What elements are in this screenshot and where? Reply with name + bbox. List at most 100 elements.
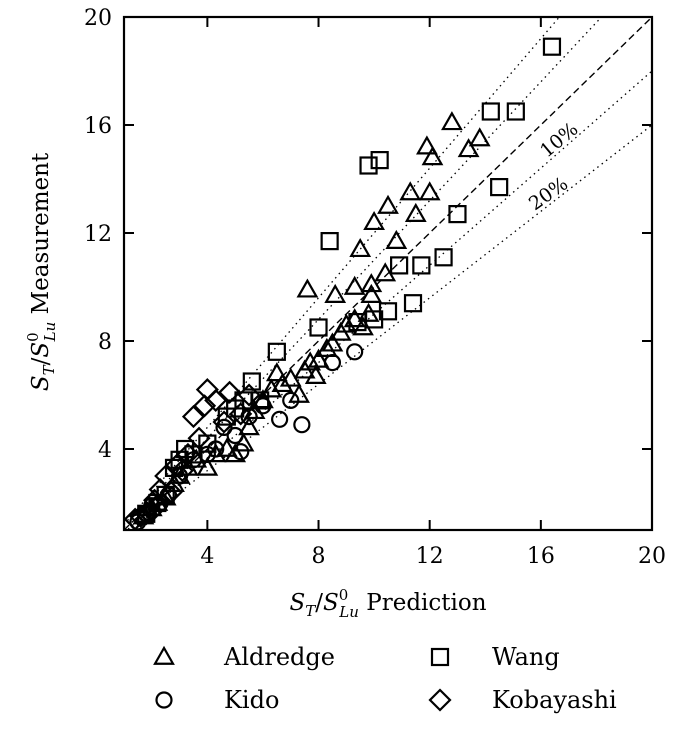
point-wang	[434, 248, 453, 267]
point-aldredge	[307, 348, 330, 368]
point-kido	[323, 354, 342, 372]
point-wang	[378, 302, 398, 321]
point-aldredge	[468, 127, 491, 147]
point-wang	[267, 342, 286, 361]
point-kobayashi	[181, 405, 206, 429]
legend-marker-kobayashi	[428, 688, 452, 712]
x-tick-label: 12	[416, 544, 444, 569]
point-aldredge	[360, 283, 383, 303]
point-kido	[232, 443, 250, 461]
point-aldredge	[265, 362, 288, 382]
legend-marker-wang	[430, 647, 450, 667]
x-tick-label: 20	[638, 544, 666, 569]
point-wang	[403, 294, 423, 313]
point-kobayashi	[218, 380, 242, 404]
point-aldredge	[299, 351, 322, 371]
point-kobayashi	[159, 480, 183, 504]
y-tick-label: 8	[98, 330, 112, 355]
point-aldredge	[357, 302, 380, 322]
point-wang	[359, 156, 378, 175]
point-kido	[293, 416, 311, 434]
y-tick-label: 20	[84, 6, 112, 31]
legend-marker-aldredge	[153, 645, 175, 665]
point-kobayashi	[195, 378, 219, 402]
identity-line	[124, 17, 652, 530]
point-aldredge	[324, 283, 347, 303]
band-label-20: 20%	[525, 173, 572, 215]
point-kobayashi	[176, 442, 200, 466]
point-wang	[448, 205, 467, 224]
point-wang	[481, 102, 500, 121]
point-kobayashi	[154, 464, 178, 488]
point-aldredge	[441, 111, 463, 131]
point-wang	[184, 445, 203, 464]
point-kido	[271, 410, 289, 428]
point-aldredge	[385, 229, 408, 249]
point-aldredge	[335, 313, 358, 333]
x-tick-label: 8	[312, 544, 326, 569]
point-aldredge	[343, 275, 366, 295]
point-kido	[207, 440, 225, 458]
point-kobayashi	[134, 502, 158, 526]
point-kobayashi	[129, 504, 153, 529]
point-kobayashi	[212, 410, 236, 434]
point-kido	[346, 343, 364, 361]
point-wang	[370, 151, 389, 170]
point-aldredge	[416, 135, 438, 155]
point-aldredge	[404, 202, 427, 222]
point-aldredge	[321, 332, 344, 352]
point-wang	[506, 102, 525, 121]
point-wang	[309, 318, 328, 337]
y-tick-label: 4	[98, 438, 112, 463]
point-aldredge	[377, 194, 399, 214]
band-line-20-upper	[124, 17, 561, 526]
x-axis-title: ST/S0 Lu Prediction	[289, 586, 486, 621]
point-wang	[320, 232, 339, 251]
point-aldredge	[196, 456, 219, 476]
point-aldredge	[363, 210, 386, 231]
point-kobayashi	[204, 388, 228, 412]
point-wang	[542, 37, 562, 56]
legend-marker-kido	[155, 691, 173, 709]
point-kobayashi	[237, 383, 261, 407]
point-aldredge	[224, 443, 247, 463]
point-kido	[240, 408, 258, 426]
legend-label-kido: Kido	[224, 686, 279, 714]
point-aldredge	[349, 237, 372, 258]
legend-label-kobayashi: Kobayashi	[492, 686, 617, 714]
point-wang	[390, 256, 409, 275]
point-aldredge	[421, 146, 444, 166]
point-kobayashi	[193, 394, 217, 418]
point-kido	[215, 418, 233, 436]
point-wang	[490, 178, 509, 197]
y-axis-title: ST/S0Lu Measurement	[24, 152, 59, 391]
x-tick-label: 4	[200, 544, 214, 569]
y-tick-label: 12	[84, 222, 112, 247]
point-aldredge	[457, 138, 480, 158]
point-kido	[226, 426, 244, 445]
point-kido	[282, 391, 300, 409]
legend-label-wang: Wang	[492, 643, 560, 671]
point-aldredge	[399, 181, 422, 201]
legend-label-aldredge: Aldredge	[223, 643, 335, 671]
point-wang	[412, 256, 431, 275]
x-tick-label: 16	[527, 544, 555, 569]
point-kobayashi	[187, 426, 211, 450]
y-tick-label: 16	[84, 114, 112, 139]
point-kobayashi	[170, 459, 194, 483]
point-aldredge	[271, 372, 294, 393]
point-aldredge	[315, 337, 338, 357]
point-aldredge	[304, 364, 327, 384]
point-aldredge	[418, 181, 441, 201]
band-label-10: 10%	[536, 118, 583, 162]
plot-frame	[122, 15, 654, 532]
point-kido	[254, 397, 272, 415]
point-wang	[242, 372, 261, 391]
legend: Aldredge Kido Wang Kobayashi	[153, 643, 617, 714]
point-aldredge	[374, 262, 397, 282]
point-aldredge	[238, 416, 260, 436]
point-kobayashi	[229, 402, 253, 426]
point-aldredge	[296, 278, 319, 298]
point-aldredge	[360, 273, 383, 293]
